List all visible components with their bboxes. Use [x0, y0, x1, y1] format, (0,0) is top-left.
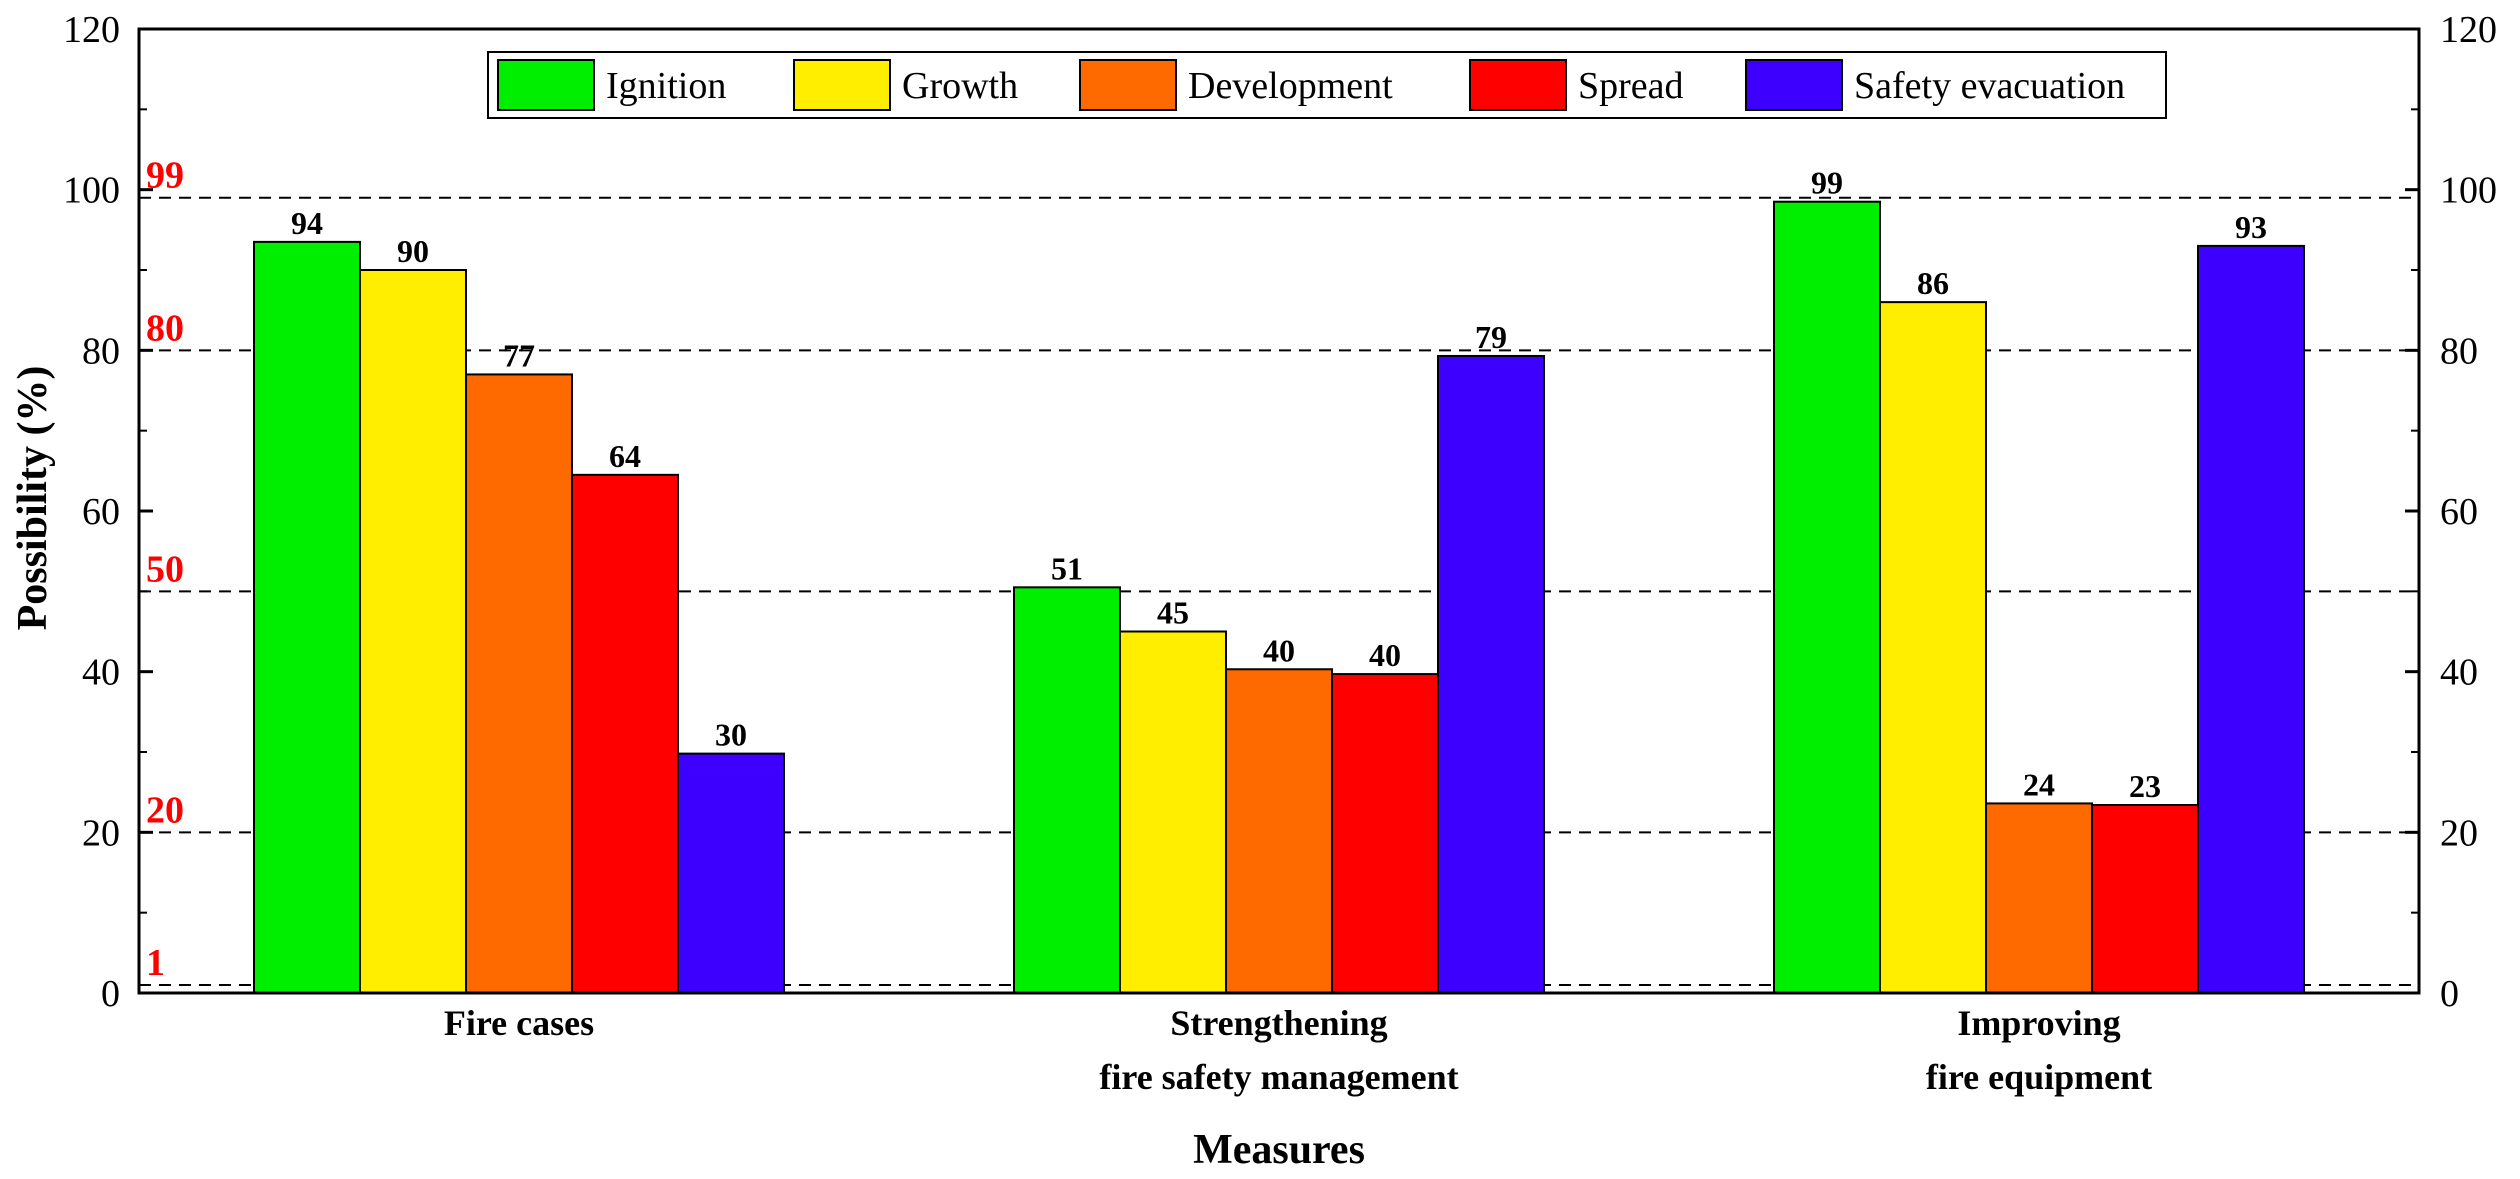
legend-swatch-ignition	[497, 59, 595, 111]
bar-spread-1	[1331, 673, 1439, 994]
y-tick-label-left: 80	[82, 330, 120, 372]
data-label: 93	[2235, 209, 2267, 245]
x-axis-label: Measures	[1193, 1127, 1365, 1173]
y-tick-label-right: 120	[2440, 9, 2497, 51]
y-tick-label-right: 80	[2440, 330, 2478, 372]
bar-safety-evacuation-1	[1437, 354, 1545, 994]
x-tick-label: Strengthening	[1170, 1003, 1387, 1043]
y-tick-label-left: 20	[82, 812, 120, 854]
y-tick-label-left: 0	[101, 973, 120, 1015]
y-tick-label-left: 60	[82, 491, 120, 533]
data-label: 45	[1157, 595, 1189, 631]
bar-growth-1	[1119, 630, 1227, 994]
x-tick-label: fire safety management	[1099, 1057, 1458, 1097]
y-tick-label-right: 0	[2440, 973, 2459, 1015]
bar-safety-evacuation-0	[677, 752, 785, 995]
legend-label: Development	[1188, 65, 1393, 107]
data-label: 24	[2023, 766, 2055, 802]
y-tick-label-left: 120	[63, 9, 120, 51]
bar-spread-2	[2091, 804, 2199, 995]
data-label: 77	[503, 337, 535, 373]
data-label: 30	[715, 717, 747, 753]
bar-growth-2	[1879, 301, 1987, 994]
bar-ignition-2	[1773, 200, 1881, 994]
y-tick-label-right: 40	[2440, 652, 2478, 694]
legend-box	[487, 51, 2167, 119]
reference-label-1: 1	[146, 942, 165, 984]
bar-safety-evacuation-2	[2197, 244, 2305, 994]
legend-label: Safety evacuation	[1854, 65, 2125, 107]
data-label: 99	[1811, 165, 1843, 201]
data-label: 23	[2129, 768, 2161, 804]
data-label: 94	[291, 205, 323, 241]
data-label: 86	[1917, 265, 1949, 301]
data-label: 51	[1051, 550, 1083, 586]
reference-label-80: 80	[146, 307, 184, 349]
legend-swatch-spread	[1469, 59, 1567, 111]
bar-spread-0	[571, 473, 679, 995]
data-label: 90	[397, 233, 429, 269]
reference-label-20: 20	[146, 789, 184, 831]
data-label: 79	[1475, 319, 1507, 355]
data-label: 64	[609, 438, 641, 474]
legend-swatch-safety-evacuation	[1745, 59, 1843, 111]
x-tick-label: Improving	[1957, 1003, 2120, 1043]
y-tick-label-right: 100	[2440, 170, 2497, 212]
y-axis-label: Possibility (%)	[10, 366, 56, 631]
y-tick-label-left: 100	[63, 170, 120, 212]
y-tick-label-right: 20	[2440, 812, 2478, 854]
legend-label: Ignition	[606, 65, 726, 107]
reference-label-50: 50	[146, 548, 184, 590]
bar-development-1	[1225, 668, 1333, 994]
data-label: 40	[1369, 637, 1401, 673]
legend-label: Growth	[902, 65, 1018, 107]
legend-swatch-development	[1079, 59, 1177, 111]
x-tick-label: Fire cases	[444, 1003, 594, 1043]
data-label: 40	[1263, 632, 1295, 668]
y-tick-label-right: 60	[2440, 491, 2478, 533]
bar-growth-0	[359, 269, 467, 994]
bar-ignition-1	[1013, 586, 1121, 994]
bar-ignition-0	[253, 240, 361, 994]
legend-label: Spread	[1578, 65, 1684, 107]
y-tick-label-left: 40	[82, 652, 120, 694]
x-tick-label: fire equipment	[1926, 1057, 2152, 1097]
bar-development-0	[465, 373, 573, 994]
legend-swatch-growth	[793, 59, 891, 111]
bar-development-2	[1985, 802, 2093, 994]
